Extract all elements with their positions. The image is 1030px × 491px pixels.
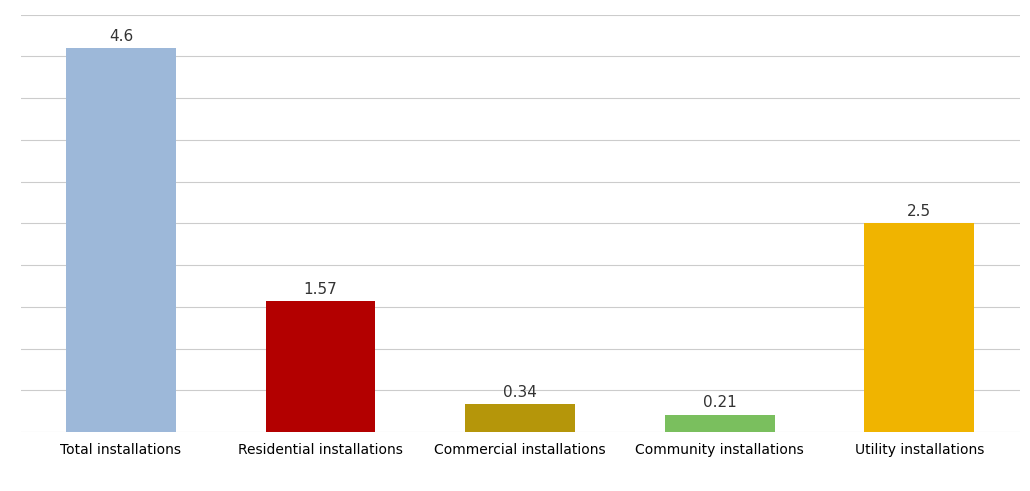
Bar <box>66 48 176 432</box>
Text: 1.57: 1.57 <box>304 282 338 297</box>
Bar <box>864 223 974 432</box>
Text: 4.6: 4.6 <box>109 29 133 44</box>
Text: 0.34: 0.34 <box>504 384 537 400</box>
Bar <box>466 404 575 432</box>
Text: 0.21: 0.21 <box>702 395 736 410</box>
Bar <box>665 414 775 432</box>
Bar <box>266 301 375 432</box>
Text: 2.5: 2.5 <box>907 204 931 219</box>
